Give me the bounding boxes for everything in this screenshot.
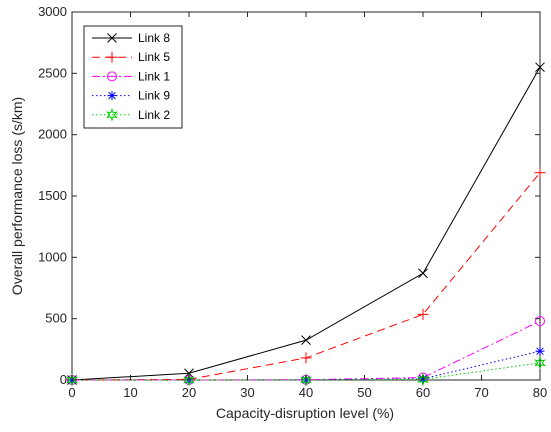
legend-label: Link 9 — [138, 89, 170, 103]
legend-marker — [106, 107, 118, 122]
legend-label: Link 1 — [138, 69, 170, 83]
legend-item: Link 5 — [92, 50, 170, 64]
data-point — [300, 352, 312, 364]
data-point — [417, 372, 429, 387]
legend-marker — [107, 71, 117, 82]
x-tick-label: 40 — [299, 385, 313, 400]
data-point — [300, 373, 312, 387]
legend-item: Link 2 — [92, 108, 170, 122]
y-tick-label: 1000 — [38, 249, 67, 264]
legend-box — [83, 25, 183, 129]
y-axis-label: Overall performance loss (s/km) — [9, 97, 25, 295]
y-tick-label: 1500 — [38, 188, 67, 203]
x-tick-label: 60 — [416, 385, 430, 400]
data-point — [66, 373, 78, 387]
data-point — [535, 346, 545, 356]
legend-marker — [107, 91, 117, 101]
legend-marker — [107, 33, 117, 43]
x-tick-label: 50 — [357, 385, 371, 400]
data-point — [535, 62, 545, 73]
y-tick-label: 500 — [45, 311, 67, 326]
legend-label: Link 8 — [138, 31, 170, 45]
x-tick-label: 70 — [474, 385, 488, 400]
data-point — [301, 335, 311, 345]
data-point — [534, 355, 546, 370]
data-point — [417, 308, 429, 320]
y-tick-label: 2000 — [38, 127, 67, 142]
x-tick-label: 80 — [533, 385, 547, 400]
legend-item: Link 1 — [92, 69, 170, 83]
y-tick-label: 0 — [60, 372, 67, 387]
x-tick-label: 10 — [123, 385, 137, 400]
legend-label: Link 2 — [138, 108, 170, 122]
x-tick-label: 0 — [68, 385, 75, 400]
series-link-2 — [66, 355, 546, 387]
data-point — [418, 268, 428, 279]
legend-item: Link 9 — [92, 89, 170, 103]
legend: Link 8 Link 5 Link 1 Link 9 Link 2 — [83, 25, 183, 129]
legend-label: Link 5 — [138, 50, 170, 64]
x-axis-label: Capacity-disruption level (%) — [216, 405, 394, 421]
x-tick-label: 30 — [240, 385, 254, 400]
y-tick-label: 3000 — [38, 4, 67, 19]
series-link-8 — [67, 62, 545, 385]
legend-marker — [106, 51, 118, 63]
legend-item: Link 8 — [92, 31, 170, 45]
x-tick-label: 20 — [182, 385, 196, 400]
data-point — [183, 373, 195, 387]
data-point — [534, 167, 546, 179]
y-tick-label: 2500 — [38, 65, 67, 80]
data-point — [535, 316, 545, 327]
